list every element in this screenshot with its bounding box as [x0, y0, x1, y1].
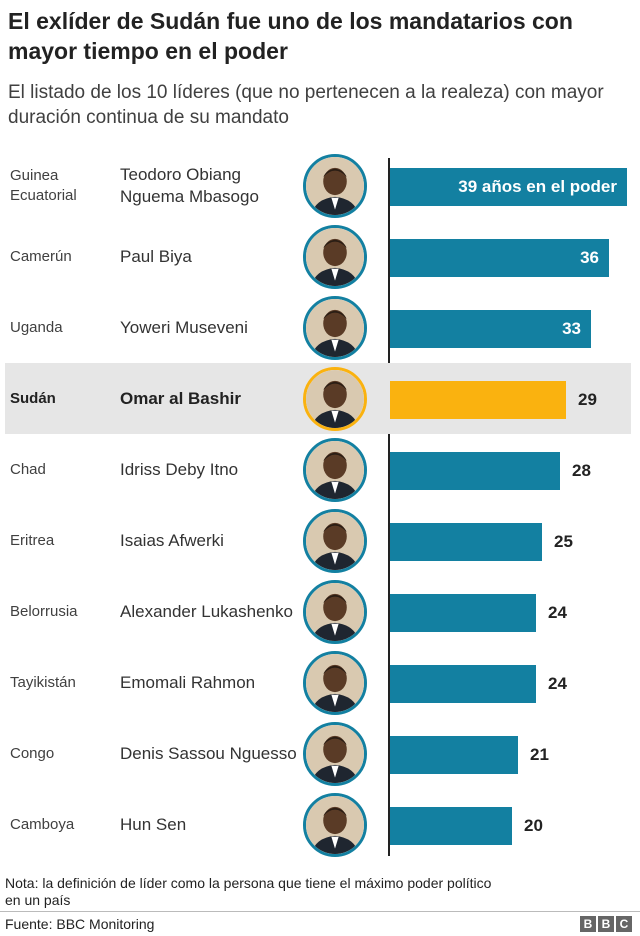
chart-subtitle: El listado de los 10 líderes (que no per… [8, 82, 604, 128]
chart-row: Camboya Hun Sen [0, 789, 640, 860]
country-label: Chad [10, 460, 46, 478]
leader-name: Alexander Lukashenko [120, 601, 293, 621]
country-label: Camerún [10, 247, 72, 265]
bar [390, 523, 542, 561]
person-portrait-icon [303, 296, 367, 360]
leader-name: Isaias Afwerki [120, 530, 224, 550]
logo-letter: B [598, 916, 614, 932]
bar [390, 239, 609, 277]
chart-row: Tayikistán Emomali Rahmon [0, 647, 640, 718]
value-label: 33 [562, 319, 581, 338]
value-label: 21 [530, 745, 549, 764]
value-label: 29 [578, 390, 597, 409]
value-label: 36 [580, 248, 599, 267]
person-portrait-icon [303, 438, 367, 502]
bar [390, 168, 627, 206]
country-label: Congo [10, 744, 55, 762]
value-label: 24 [548, 674, 567, 693]
leader-name: Yoweri Museveni [120, 317, 248, 337]
person-portrait-icon [303, 793, 367, 857]
country-label: Belorrusia [10, 602, 78, 620]
leader-name: Idriss Deby Itno [120, 459, 239, 479]
chart-row: Eritrea Isaias Afwerki [0, 505, 640, 576]
leader-name: Omar al Bashir [120, 388, 241, 408]
chart-row: Guinea Ecuatorial Teodoro Obiang Nguema M… [0, 150, 640, 221]
person-portrait-icon [303, 722, 367, 786]
person-portrait-icon [303, 580, 367, 644]
bar [390, 310, 591, 348]
bar [390, 452, 560, 490]
source-text: Fuente: BBC Monitoring [5, 916, 155, 932]
country-label: Eritrea [10, 531, 55, 549]
value-label: 20 [524, 816, 543, 835]
bar [390, 594, 536, 632]
chart-note: Nota: la definición de líder como la per… [5, 875, 492, 908]
bar [390, 381, 566, 419]
chart-row: Uganda Yoweri Museveni [0, 292, 640, 363]
logo-letter: B [580, 916, 596, 932]
axis-line [388, 158, 390, 856]
country-label: Uganda [10, 318, 63, 336]
value-label: 39 años en el poder [458, 177, 617, 196]
bbc-logo: B B C [580, 916, 632, 932]
country-label: Camboya [10, 815, 75, 833]
chart-row: Belorrusia Alexander Lukashenko [0, 576, 640, 647]
logo-letter: C [616, 916, 632, 932]
person-portrait-icon [303, 154, 367, 218]
chart-row: Camerún Paul Biya [0, 221, 640, 292]
leader-name: Denis Sassou Nguesso [120, 743, 297, 763]
person-portrait-icon [303, 651, 367, 715]
chart-title: El exlíder de Sudán fue uno de los manda… [8, 8, 573, 64]
leader-name: Emomali Rahmon [120, 672, 256, 692]
value-label: 25 [554, 532, 573, 551]
leader-name: Paul Biya [120, 246, 192, 266]
person-portrait-icon [303, 509, 367, 573]
value-label: 24 [548, 603, 567, 622]
bar [390, 736, 518, 774]
bar-chart: Guinea Ecuatorial Teodoro Obiang Nguema M… [0, 150, 640, 860]
leader-name: Teodoro Obiang Nguema Mbasogo [120, 164, 259, 206]
footer-divider [0, 911, 640, 912]
country-label: Sudán [10, 389, 56, 407]
bar [390, 807, 512, 845]
leader-name: Hun Sen [120, 814, 187, 834]
value-label: 28 [572, 461, 591, 480]
person-portrait-icon [303, 225, 367, 289]
chart-row: Congo Denis Sassou Nguesso [0, 718, 640, 789]
country-label: Guinea Ecuatorial [10, 166, 77, 204]
country-label: Tayikistán [10, 673, 76, 691]
chart-row: Chad Idriss Deby Itno [0, 434, 640, 505]
person-portrait-icon [303, 367, 367, 431]
bar [390, 665, 536, 703]
